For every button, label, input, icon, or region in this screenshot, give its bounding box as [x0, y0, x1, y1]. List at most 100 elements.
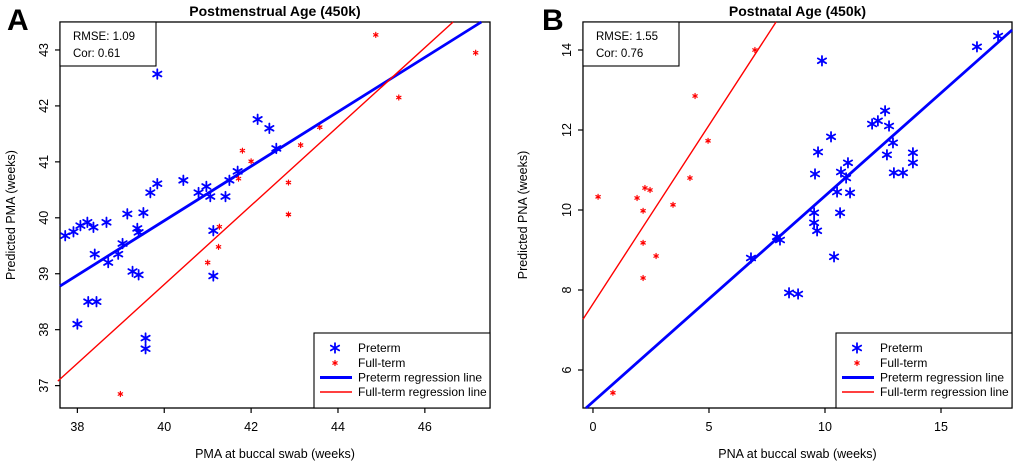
legend-entry: Preterm regression line	[842, 371, 1004, 385]
y-tick-label: 42	[37, 99, 51, 113]
preterm-point	[842, 157, 854, 169]
stats-text: Cor: 0.76	[596, 48, 643, 60]
full-term-points	[595, 46, 758, 396]
plot-box	[59, 21, 491, 409]
x-tick-label: 40	[157, 420, 171, 434]
legend-entry: Full-term regression line	[320, 385, 487, 399]
full-term-point	[640, 207, 646, 214]
full-term-point	[610, 389, 616, 396]
preterm-regression-line	[59, 20, 483, 288]
preterm-point	[812, 146, 824, 158]
preterm-point	[264, 122, 275, 134]
full-term-point	[215, 243, 222, 250]
y-tick-label: 39	[37, 267, 51, 281]
preterm-point	[82, 216, 93, 228]
full-term-point	[472, 49, 479, 56]
preterm-point	[844, 187, 856, 199]
panel-a: Postmenstrual Age (450k) 38 40 42 44 46 37 38 39…	[4, 3, 491, 461]
panel-b: Postnatal Age (450k) 0 5 10 15 6 8 10 12 14 PNA at…	[510, 0, 1020, 471]
y-tick-label: 38	[37, 323, 51, 337]
preterm-point	[133, 269, 144, 281]
preterm-point	[828, 251, 840, 263]
legend-label: Preterm regression line	[358, 371, 482, 385]
full-term-point	[235, 175, 242, 182]
full-term-legend-marker-icon	[854, 359, 860, 367]
legend-label: Full-term regression line	[358, 385, 487, 399]
stats-box-frame	[59, 21, 157, 67]
full-term-regression-line	[57, 21, 454, 382]
preterm-point	[907, 157, 918, 169]
full-term-point	[640, 274, 646, 282]
chart-title: Postnatal Age (450k)	[729, 3, 866, 19]
full-term-point	[752, 46, 758, 54]
full-term-legend-marker-icon	[332, 359, 338, 367]
y-tick-label: 43	[37, 43, 51, 57]
x-axis: 0 5 10 15	[590, 408, 948, 434]
full-term-point	[285, 179, 292, 186]
preterm-point	[68, 226, 79, 238]
y-axis-label: Predicted PMA (weeks)	[4, 150, 18, 280]
full-term-point	[373, 31, 379, 38]
preterm-point	[880, 105, 891, 117]
preterm-point	[881, 149, 892, 161]
y-tick-label: 40	[37, 211, 51, 225]
preterm-point	[872, 115, 883, 127]
legend-entry: Preterm	[329, 341, 401, 355]
full-term-point	[687, 174, 693, 182]
preterm-legend-marker-icon	[851, 342, 863, 354]
full-term-point	[647, 186, 653, 194]
y-axis: 37 38 39 40 41 42 43	[37, 43, 60, 393]
full-term-regression-line	[582, 21, 777, 320]
legend-frame	[835, 332, 1013, 409]
full-term-point	[640, 239, 646, 246]
legend-label: Full-term regression line	[880, 385, 1009, 399]
preterm-point	[812, 225, 823, 237]
y-tick-label: 12	[560, 123, 574, 137]
full-term-point	[634, 194, 640, 202]
x-axis: 38 40 42 44 46	[70, 408, 432, 434]
preterm-point	[138, 207, 149, 219]
full-term-point	[705, 137, 711, 144]
preterm-point	[907, 147, 918, 159]
preterm-points	[60, 68, 282, 355]
preterm-point	[897, 167, 909, 179]
preterm-point	[208, 270, 219, 282]
preterm-point	[809, 168, 821, 180]
preterm-point	[103, 256, 114, 269]
stats-text: RMSE: 1.55	[596, 31, 658, 43]
x-tick-label: 0	[590, 420, 597, 434]
stats-text: Cor: 0.61	[73, 48, 120, 60]
full-term-point	[670, 201, 676, 208]
legend-label: Preterm	[880, 341, 923, 355]
legend-entry: Preterm regression line	[320, 371, 482, 385]
preterm-point	[122, 208, 133, 220]
x-tick-label: 46	[418, 420, 432, 434]
preterm-legend-marker-icon	[329, 342, 341, 354]
preterm-regression-line	[585, 28, 1013, 410]
stats-box-frame	[582, 21, 680, 67]
x-axis-label: PMA at buccal swab (weeks)	[195, 447, 355, 461]
full-term-point	[216, 223, 223, 230]
preterm-point	[993, 30, 1004, 42]
full-term-points	[117, 31, 479, 398]
preterm-point	[793, 288, 804, 300]
legend-label: Preterm	[358, 341, 401, 355]
legend-frame	[313, 332, 491, 409]
y-tick-label: 41	[37, 155, 51, 169]
full-term-point	[316, 124, 323, 131]
chart-title: Postmenstrual Age (450k)	[189, 3, 360, 19]
preterm-point	[208, 224, 219, 237]
plot-box	[582, 21, 1013, 409]
x-tick-label: 5	[706, 420, 713, 434]
y-axis-label: Predicted PNA (weeks)	[516, 151, 530, 280]
x-tick-label: 10	[818, 420, 832, 434]
y-tick-label: 6	[560, 366, 574, 373]
legend-label: Full-term	[358, 356, 405, 370]
panel-a-chart: Postmenstrual Age (450k) 38 40 42 44 46 37 38 39…	[4, 3, 491, 461]
stats-box: RMSE: 1.55 Cor: 0.76	[582, 21, 680, 67]
legend-entry: Full-term	[332, 356, 405, 370]
preterm-point	[72, 318, 83, 330]
y-tick-label: 14	[560, 43, 574, 57]
legend-entry: Full-term regression line	[842, 385, 1009, 399]
preterm-point	[152, 68, 163, 80]
